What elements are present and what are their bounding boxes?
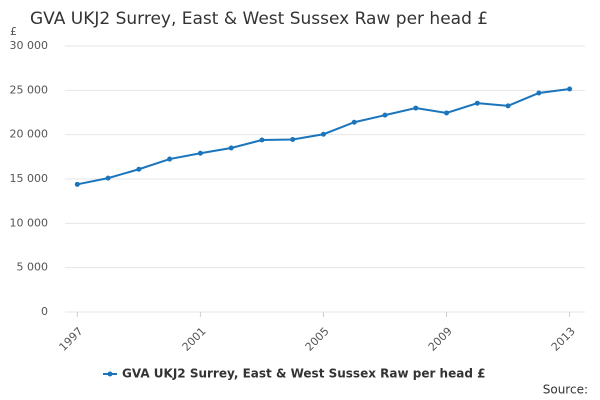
x-tick-label: 2013 (549, 325, 578, 354)
data-point (474, 100, 480, 106)
chart-title: GVA UKJ2 Surrey, East & West Sussex Raw … (30, 9, 488, 29)
x-tick-label: 2001 (180, 325, 209, 354)
legend-marker (107, 371, 113, 377)
data-point (567, 86, 573, 92)
y-tick-label: 0 (41, 305, 48, 318)
data-point (290, 137, 296, 143)
x-tick-label: 1997 (57, 325, 86, 354)
legend-label: GVA UKJ2 Surrey, East & West Sussex Raw … (122, 367, 485, 381)
data-point (259, 137, 265, 143)
y-tick-label: 15 000 (10, 172, 49, 185)
data-point (536, 90, 542, 96)
data-point (382, 112, 388, 118)
data-point (228, 145, 234, 151)
y-tick-label: 20 000 (10, 128, 49, 141)
data-point (197, 150, 203, 156)
data-point (351, 119, 357, 125)
data-point (320, 131, 326, 137)
data-point (136, 166, 142, 172)
y-tick-label: 5 000 (17, 261, 49, 274)
data-point (444, 110, 450, 116)
y-tick-label: 25 000 (10, 83, 49, 96)
source-label: Source: (543, 383, 588, 397)
data-point (505, 103, 511, 109)
y-tick-label: 30 000 (10, 39, 49, 52)
data-point (167, 156, 173, 162)
data-point (74, 181, 80, 187)
y-tick-label: 10 000 (10, 216, 49, 229)
y-axis-label: £ (10, 25, 17, 38)
x-tick-label: 2009 (426, 325, 455, 354)
data-point (413, 105, 419, 111)
data-point (105, 175, 111, 181)
x-tick-label: 2005 (303, 325, 332, 354)
